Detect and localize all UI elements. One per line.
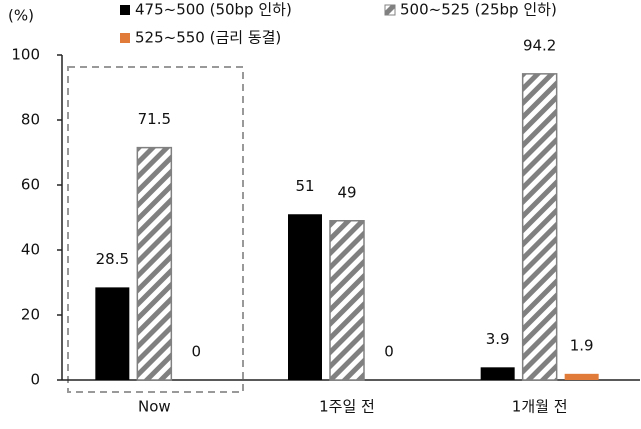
- bar: [95, 287, 130, 380]
- y-tick-label: 60: [21, 176, 40, 194]
- value-label: 1.9: [570, 336, 594, 354]
- value-label: 94.2: [523, 36, 556, 54]
- y-tick-label: 80: [21, 111, 40, 129]
- value-label: 0: [384, 343, 394, 361]
- y-tick-label: 40: [21, 241, 40, 259]
- value-label: 49: [337, 183, 356, 201]
- value-label: 71.5: [138, 110, 171, 128]
- y-tick-label: 20: [21, 306, 40, 324]
- value-label: 28.5: [96, 250, 129, 268]
- y-tick-label: 0: [30, 371, 40, 389]
- bar: [564, 373, 599, 380]
- value-label: 3.9: [486, 330, 510, 348]
- legend-label: 475~500 (50bp 인하): [135, 1, 292, 19]
- legend-label: 500~525 (25bp 인하): [400, 1, 557, 19]
- bar: [329, 220, 365, 381]
- legend-swatch: [120, 33, 130, 43]
- x-tick-label: 1주일 전: [319, 398, 375, 416]
- x-tick-label: 1개월 전: [512, 398, 568, 416]
- legend-swatch: [120, 5, 130, 15]
- legend-swatch: [384, 4, 396, 16]
- bar: [521, 73, 558, 381]
- value-label: 51: [295, 177, 314, 195]
- bar: [288, 214, 322, 380]
- unit-label: (%): [8, 7, 34, 25]
- value-label: 0: [192, 343, 202, 361]
- y-tick-label: 100: [11, 46, 40, 64]
- highlight-box: [67, 66, 244, 393]
- legend-label: 525~550 (금리 동결): [135, 29, 281, 47]
- bar: [480, 367, 515, 380]
- bar: [136, 146, 173, 381]
- x-tick-label: Now: [138, 398, 171, 416]
